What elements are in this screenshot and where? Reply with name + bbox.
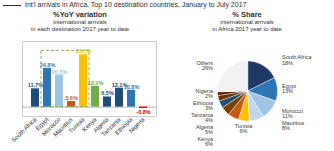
svg-text:12.1%: 12.1%: [111, 81, 128, 88]
svg-text:13.2%: 13.2%: [88, 80, 104, 86]
svg-text:11.7%: 11.7%: [27, 82, 44, 89]
svg-text:Egypt: Egypt: [34, 116, 50, 132]
html-text:%YoY variation: %YoY variation: [53, 10, 107, 19]
svg-text:Mauritius8%: Mauritius8%: [282, 120, 305, 131]
svg-text:3.6%: 3.6%: [65, 95, 78, 101]
svg-text:Tanzania: Tanzania: [100, 116, 122, 138]
svg-text:Tunisia6%: Tunisia6%: [235, 123, 253, 135]
html-text:in each destination 2017 year: in each destination 2017 year to date: [30, 26, 130, 32]
html-text:% Share: % Share: [232, 10, 262, 19]
svg-text:20.5%: 20.5%: [52, 69, 68, 75]
svg-text:Kenya: Kenya: [81, 116, 98, 133]
svg-text:Tanzania4%: Tanzania4%: [191, 112, 214, 124]
svg-text:Ethiopia: Ethiopia: [114, 116, 134, 136]
svg-text:Algeria: Algeria: [92, 116, 110, 134]
svg-text:Others26%: Others26%: [196, 60, 213, 72]
svg-text:South Africa18%: South Africa18%: [282, 54, 313, 66]
svg-text:33.5%: 33.5%: [75, 48, 92, 55]
svg-text:Kenya6%: Kenya6%: [197, 136, 214, 148]
svg-text:Algeria5%: Algeria5%: [196, 124, 214, 136]
svg-text:Nigeria: Nigeria: [128, 116, 146, 134]
svg-text:6.5%: 6.5%: [101, 90, 114, 96]
svg-text:Tunisia: Tunisia: [67, 116, 86, 135]
svg-text:Morocco: Morocco: [41, 116, 62, 137]
svg-text:10.8%: 10.8%: [124, 84, 140, 90]
svg-text:24.8%: 24.8%: [40, 62, 56, 68]
svg-text:Egypt13%: Egypt13%: [282, 83, 297, 95]
svg-text:Mauritius: Mauritius: [52, 116, 74, 138]
svg-text:Morocco11%: Morocco11%: [282, 108, 303, 120]
svg-text:Ethiopia3%: Ethiopia3%: [193, 100, 214, 112]
svg-text:-0.8%: -0.8%: [136, 109, 150, 115]
html-text:international arrivals: international arrivals: [220, 19, 274, 25]
html-text:Int'l arrivals in Africa, Top: Int'l arrivals in Africa, Top 10 destina…: [25, 1, 247, 8]
html-text:in Africa 2017 year to date: in Africa 2017 year to date: [212, 26, 282, 32]
svg-text:South Africa: South Africa: [10, 116, 38, 144]
html-text:international arrivals: international arrivals: [53, 19, 107, 25]
svg-text:Nigeria2%: Nigeria2%: [196, 88, 214, 100]
